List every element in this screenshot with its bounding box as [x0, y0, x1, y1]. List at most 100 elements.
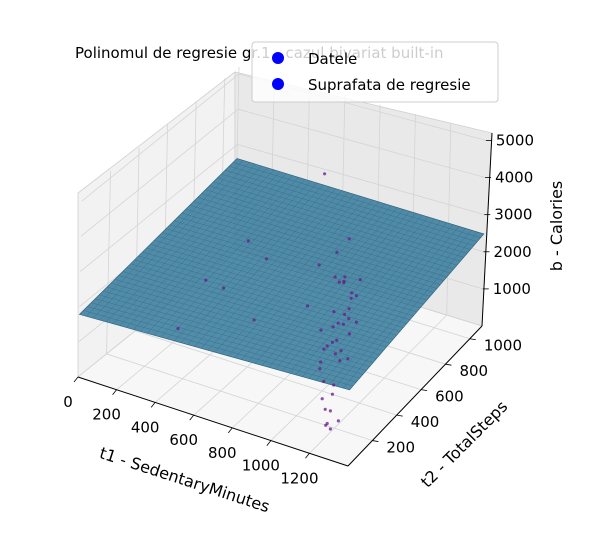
x-gridline — [309, 123, 452, 454]
surface-mesh-line — [185, 208, 441, 285]
data-point — [333, 352, 337, 356]
surface-mesh-line — [261, 209, 404, 366]
surface-mesh-line — [169, 224, 427, 301]
surface-mesh-line — [173, 220, 431, 297]
y-tick-label: 200 — [386, 439, 415, 457]
data-point — [336, 321, 340, 325]
x-tick-mark — [150, 402, 156, 408]
y-tick-mark — [396, 414, 403, 417]
data-point — [264, 257, 268, 261]
data-point — [335, 338, 339, 342]
surface-mesh-line — [213, 181, 464, 258]
surface-mesh-line — [329, 228, 466, 385]
surface-mesh-line — [177, 216, 434, 293]
x-tick-mark — [266, 440, 272, 446]
data-point — [305, 304, 310, 308]
data-point — [354, 320, 358, 324]
x-tick-mark — [305, 453, 310, 459]
data-point — [252, 318, 256, 322]
surface-mesh-line — [295, 218, 435, 376]
z-axis-line — [481, 132, 493, 327]
surface-mesh-line — [205, 189, 458, 266]
z-axis-label: b - Calories — [547, 181, 566, 272]
surface-mesh-line — [315, 224, 454, 381]
data-point — [328, 427, 332, 431]
data-point — [325, 344, 329, 348]
x-tick-label: 800 — [208, 444, 237, 462]
data-point — [330, 340, 334, 344]
surface-mesh-line — [221, 197, 367, 355]
x-tick-mark — [227, 427, 233, 434]
y-tick-mark — [469, 338, 476, 341]
data-point — [322, 379, 326, 384]
surface-mesh-line — [322, 226, 460, 383]
surface-mesh-line — [189, 205, 444, 281]
surface-mesh-line — [193, 201, 448, 278]
x-tick-label: 1200 — [280, 469, 318, 487]
x-tick-mark — [189, 414, 195, 421]
surface-mesh-line — [302, 220, 441, 377]
data-point — [343, 275, 347, 279]
data-point — [338, 359, 342, 363]
y-ticks: 200 400 600 800 1000 — [372, 337, 522, 457]
legend-box — [251, 41, 499, 103]
data-point — [349, 296, 353, 300]
surface-mesh-line — [225, 169, 474, 246]
data-point — [317, 263, 321, 267]
surface-mesh-line — [162, 232, 421, 309]
surface-mesh-line — [248, 205, 392, 362]
legend-marker-suprafata — [272, 78, 284, 90]
surface-mesh-line — [227, 199, 373, 357]
z-gridline — [80, 143, 485, 272]
data-point — [176, 327, 180, 331]
x-tick-label: 200 — [92, 406, 121, 424]
data-point — [322, 347, 326, 351]
data-point — [323, 172, 327, 176]
data-point — [323, 407, 327, 411]
z-ticks: 1000 2000 3000 4000 5000 — [482, 131, 534, 298]
data-point — [204, 278, 208, 282]
data-point — [318, 367, 322, 371]
data-point — [328, 409, 332, 413]
data-point — [342, 281, 346, 285]
data-point — [354, 294, 358, 298]
x-axis-label: t1 - SedentaryMinutes — [97, 443, 272, 516]
surface-mesh-line — [241, 203, 386, 360]
y-tick-label: 800 — [459, 362, 488, 380]
y-gridline — [106, 170, 373, 441]
data-point — [332, 383, 336, 387]
z-tick-label: 5000 — [496, 131, 534, 149]
y-tick-mark — [372, 440, 379, 442]
data-point — [246, 239, 250, 243]
surface-mesh-line — [342, 231, 478, 389]
data-point — [221, 286, 226, 290]
data-point — [337, 280, 341, 284]
x-tick-mark — [73, 376, 79, 383]
surface-plane — [78, 158, 485, 391]
y-axis-line — [347, 325, 483, 467]
data-point — [346, 357, 350, 361]
z-tick-label: 2000 — [494, 243, 532, 261]
data-point — [347, 307, 351, 311]
z-gridline — [81, 73, 486, 202]
data-point — [347, 332, 351, 336]
data-points — [176, 172, 362, 431]
surface-mesh-line — [234, 201, 380, 359]
surface-mesh-line — [308, 222, 448, 379]
data-point — [330, 392, 334, 396]
surface-mesh-line — [288, 216, 429, 374]
legend-marker-datele — [272, 52, 284, 64]
x-tick-mark — [112, 389, 117, 395]
y-axis-label: t2 - TotalSteps — [417, 397, 511, 491]
y-tick-label: 400 — [411, 413, 440, 431]
y-tick-label: 1000 — [484, 337, 522, 355]
surface-mesh-line — [201, 193, 454, 270]
surface-mesh-line — [233, 162, 481, 239]
z-tick-label: 4000 — [495, 169, 533, 187]
data-point — [320, 397, 324, 401]
surface-mesh-line — [268, 211, 410, 368]
z-tick-label: 1000 — [493, 280, 531, 298]
